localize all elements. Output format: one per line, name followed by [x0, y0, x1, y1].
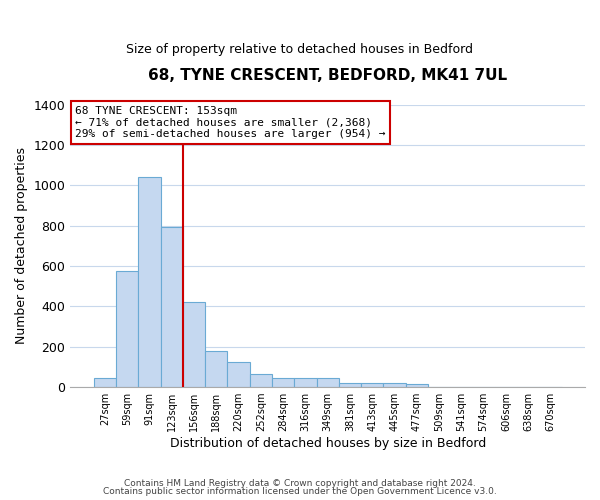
Text: Contains HM Land Registry data © Crown copyright and database right 2024.: Contains HM Land Registry data © Crown c…	[124, 478, 476, 488]
Text: 68 TYNE CRESCENT: 153sqm
← 71% of detached houses are smaller (2,368)
29% of sem: 68 TYNE CRESCENT: 153sqm ← 71% of detach…	[76, 106, 386, 139]
Bar	[116, 271, 138, 387]
Title: 68, TYNE CRESCENT, BEDFORD, MK41 7UL: 68, TYNE CRESCENT, BEDFORD, MK41 7UL	[148, 68, 507, 82]
Bar	[406, 384, 428, 387]
Text: Size of property relative to detached houses in Bedford: Size of property relative to detached ho…	[127, 42, 473, 56]
Bar	[138, 177, 161, 387]
Bar	[183, 302, 205, 387]
Y-axis label: Number of detached properties: Number of detached properties	[15, 148, 28, 344]
Bar	[205, 351, 227, 387]
Bar	[339, 383, 361, 387]
Bar	[272, 378, 294, 387]
Bar	[161, 226, 183, 387]
Bar	[383, 383, 406, 387]
Bar	[94, 378, 116, 387]
Bar	[361, 383, 383, 387]
Bar	[227, 362, 250, 387]
Bar	[294, 378, 317, 387]
X-axis label: Distribution of detached houses by size in Bedford: Distribution of detached houses by size …	[170, 437, 486, 450]
Bar	[317, 378, 339, 387]
Bar	[250, 374, 272, 387]
Text: Contains public sector information licensed under the Open Government Licence v3: Contains public sector information licen…	[103, 487, 497, 496]
